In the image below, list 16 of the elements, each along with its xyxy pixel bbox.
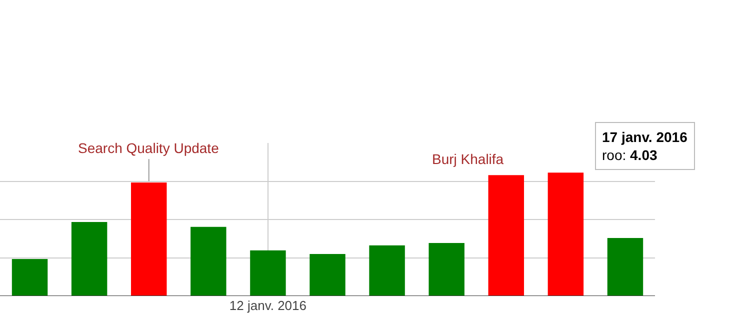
text: Search Quality Update: [78, 140, 220, 156]
bar: [428, 242, 464, 296]
text: 17 janv. 2016: [602, 129, 688, 145]
bar: [190, 226, 226, 296]
bar: [250, 250, 286, 296]
bar: [12, 258, 48, 296]
text: Burj Khalifa: [432, 151, 504, 167]
bar: [71, 222, 108, 296]
x-tick-label: 12 janv. 2016: [229, 298, 307, 313]
bar: [607, 238, 644, 296]
bar: [488, 175, 524, 296]
bar: [548, 172, 584, 296]
text: roo: 4.03: [602, 147, 658, 164]
bar: [310, 254, 346, 296]
bar: [131, 182, 167, 296]
bar: [369, 245, 405, 296]
